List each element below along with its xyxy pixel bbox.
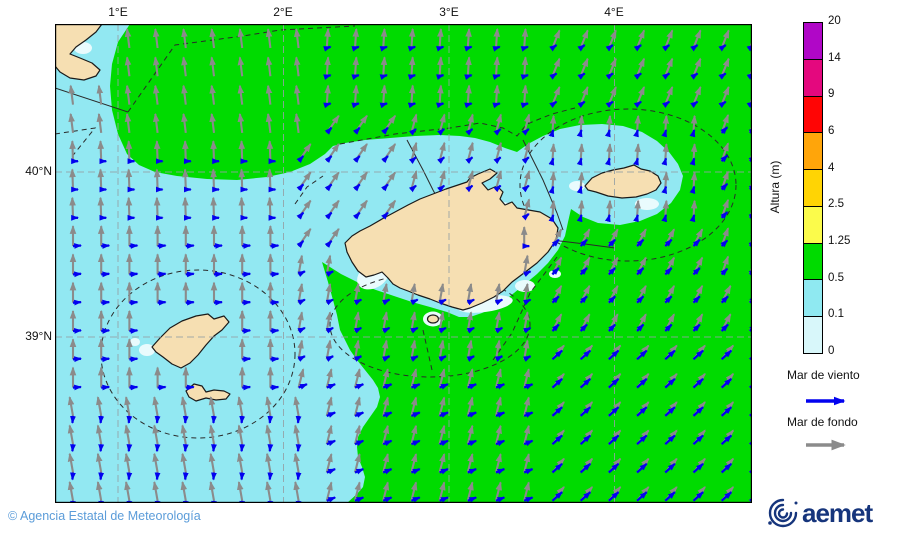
colorbar-segment bbox=[804, 170, 822, 207]
aemet-logo-text: aemet bbox=[802, 497, 873, 528]
lat-tick-39n: 39°N bbox=[25, 329, 52, 343]
map-border bbox=[55, 24, 752, 503]
wind-sea-legend-label: Mar de viento bbox=[787, 368, 860, 382]
colorbar-tick-label: 20 bbox=[828, 15, 841, 27]
colorbar-tick-label: 14 bbox=[828, 51, 841, 64]
colorbar-segment bbox=[804, 206, 822, 244]
map-canvas bbox=[54, 23, 763, 509]
aemet-swirl-icon bbox=[768, 498, 798, 528]
colorbar-segment bbox=[804, 317, 822, 354]
colorbar-tick-label: 0.5 bbox=[828, 271, 844, 284]
colorbar-tick-label: 9 bbox=[828, 88, 835, 101]
colorbar-axis-label: Altura (m) bbox=[768, 160, 782, 214]
aemet-logo: aemet bbox=[766, 497, 873, 529]
colorbar-segment bbox=[804, 243, 822, 281]
colorbar-tick-label: 2.5 bbox=[828, 198, 844, 211]
colorbar-tick-label: 1.25 bbox=[828, 235, 851, 247]
land-mainland-coast bbox=[54, 23, 103, 81]
colorbar-tick-label: 6 bbox=[828, 125, 835, 137]
colorbar-segment bbox=[804, 133, 822, 171]
colorbar-segment bbox=[804, 23, 822, 60]
colorbar-segment bbox=[804, 59, 822, 97]
wave-height-colorbar bbox=[803, 22, 823, 354]
land-cabrera bbox=[426, 314, 440, 324]
colorbar-tick-label: 4 bbox=[828, 161, 835, 174]
lat-tick-40n: 40°N bbox=[25, 164, 52, 178]
graticule bbox=[55, 24, 752, 503]
lon-tick-3e: 3°E bbox=[439, 5, 459, 19]
copyright-text: © Agencia Estatal de Meteorología bbox=[8, 509, 201, 523]
colorbar-tick-label: 0.1 bbox=[828, 308, 844, 321]
swell-legend-arrow bbox=[806, 439, 846, 451]
colorbar-tick-label: 0 bbox=[828, 345, 835, 357]
colorbar-segment bbox=[804, 280, 822, 318]
land-menorca bbox=[584, 164, 662, 199]
land-formentera bbox=[185, 383, 231, 402]
wave-height-map bbox=[54, 23, 763, 509]
wind-sea-legend-arrow bbox=[806, 396, 846, 406]
land-ibiza bbox=[151, 313, 230, 369]
lon-tick-1e: 1°E bbox=[108, 5, 128, 19]
wave-arrows bbox=[67, 27, 763, 509]
lon-tick-4e: 4°E bbox=[604, 5, 624, 19]
swell-legend-label: Mar de fondo bbox=[787, 415, 858, 429]
colorbar-segment bbox=[804, 96, 822, 134]
lon-tick-2e: 2°E bbox=[273, 5, 293, 19]
